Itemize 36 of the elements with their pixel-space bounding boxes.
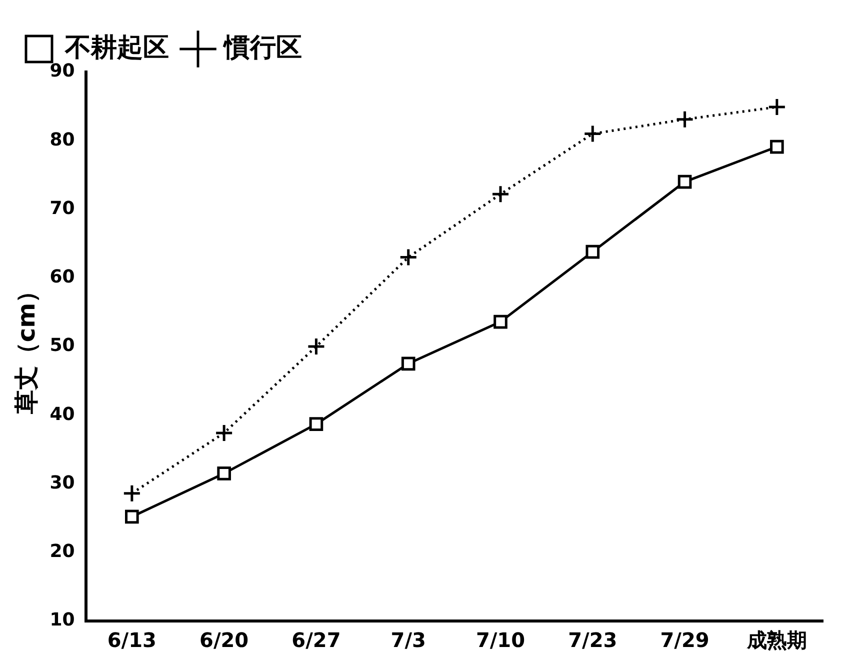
y-tick-label: 10: [50, 610, 75, 631]
point: [309, 417, 324, 431]
point: [583, 124, 602, 144]
point: [491, 184, 510, 204]
x-tick-label: 6/20: [200, 628, 249, 652]
point: [125, 510, 139, 524]
point: [306, 337, 326, 356]
x-tick-label: 成熟期: [746, 628, 807, 652]
point: [399, 248, 418, 267]
point: [770, 140, 784, 154]
x-tick-label: 6/13: [107, 628, 156, 652]
y-tick-label: 40: [50, 404, 75, 425]
legend-label: 慣行区: [222, 32, 302, 63]
legend-label: 不耕起区: [64, 32, 169, 63]
x-tick-label: 7/29: [660, 628, 710, 652]
x-tick-label: 7/23: [568, 628, 618, 652]
y-tick-label: 80: [50, 129, 75, 150]
x-tick-label: 6/27: [292, 628, 341, 652]
point: [586, 244, 600, 259]
point: [401, 356, 416, 371]
y-tick-label: 20: [50, 541, 75, 562]
x-tick-label: 7/10: [476, 628, 526, 652]
y-tick-label: 60: [50, 266, 75, 288]
y-tick-label: 50: [50, 335, 75, 356]
point: [122, 484, 142, 503]
y-tick-label: 30: [50, 472, 75, 494]
point: [676, 110, 694, 129]
point: [494, 314, 508, 329]
y-tick-label: 90: [50, 60, 75, 82]
y-axis-title: 草丈（cm）: [12, 278, 41, 416]
point: [768, 98, 786, 116]
point: [214, 424, 234, 442]
y-tick-label: 70: [50, 198, 75, 219]
x-tick-label: 7/3: [390, 628, 426, 652]
point: [217, 466, 231, 480]
point: [678, 174, 692, 189]
